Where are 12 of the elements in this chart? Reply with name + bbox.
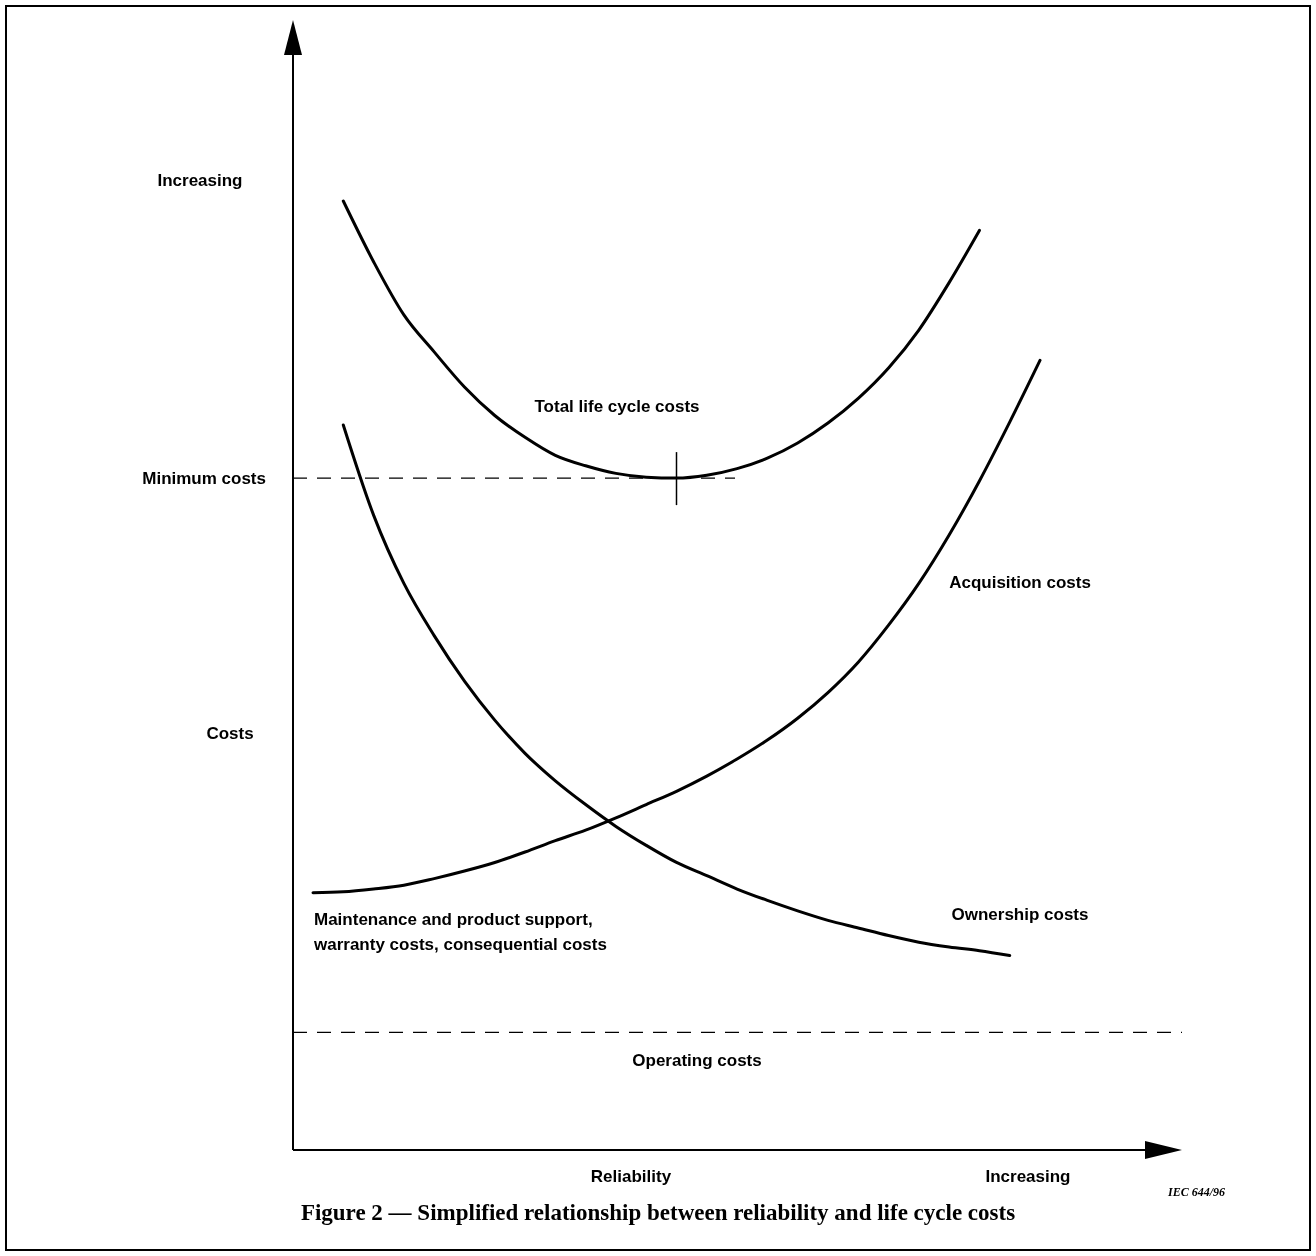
y-axis-title: Costs xyxy=(206,724,254,743)
annotation: Maintenance and product support, warranty costs, consequential costs xyxy=(313,910,607,954)
ref-line-label: Operating costs xyxy=(632,1051,762,1071)
series-label: Ownership costs xyxy=(951,905,1089,924)
x-axis-title: Reliability xyxy=(590,1167,672,1186)
text: IEC 644/96 xyxy=(1166,1185,1225,1199)
series-label: Acquisition costs xyxy=(949,573,1091,592)
ref-line-label: Minimum costs xyxy=(142,469,266,489)
text: Figure 2 — Simplified relationship between reliability and life cycle costs xyxy=(300,1200,1016,1225)
text: Increasing xyxy=(157,171,243,190)
series-label: Total life cycle costs xyxy=(534,397,700,416)
text: Increasing xyxy=(985,1167,1071,1186)
